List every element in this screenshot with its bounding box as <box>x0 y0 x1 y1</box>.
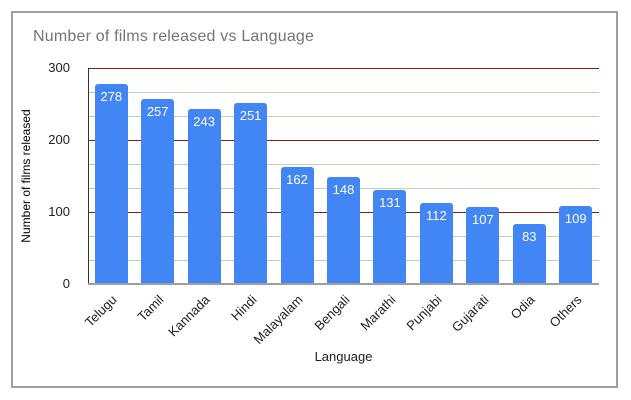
y-tick-label: 100 <box>48 204 70 219</box>
x-axis-category-labels: Telugu Tamil Kannada Hindi Malayalam Bengali M… <box>82 292 599 352</box>
y-tick-label: 0 <box>62 276 70 291</box>
bar: 243 <box>187 109 221 284</box>
bar-series: 278 257 243 251 162 148 131 112 107 83 109 <box>88 68 599 284</box>
bar-value-label: 112 <box>426 208 447 223</box>
bar-cell: 112 <box>413 68 459 284</box>
bar: 131 <box>373 190 407 284</box>
bar: 162 <box>280 167 314 284</box>
bar: 257 <box>141 99 175 284</box>
x-axis-baseline <box>88 283 599 285</box>
y-axis-tick-labels: 0 100 200 300 <box>0 61 80 291</box>
bar-cell: 257 <box>134 68 180 284</box>
gridline-minor <box>88 164 599 165</box>
bar-value-label: 251 <box>239 108 262 123</box>
bar-value-label: 107 <box>471 212 494 227</box>
y-tick-label: 300 <box>48 60 70 75</box>
plot-area: 278 257 243 251 162 148 131 112 107 83 109 <box>88 68 599 285</box>
gridline-major <box>88 68 599 69</box>
bar-cell: 148 <box>320 68 366 284</box>
bar-value-label: 83 <box>522 229 537 244</box>
bar-cell: 251 <box>227 68 273 284</box>
chart-title: Number of films released vs Language <box>33 28 315 45</box>
bar-value-label: 131 <box>379 195 401 210</box>
bar-cell: 243 <box>181 68 227 284</box>
y-axis-line <box>88 68 89 284</box>
bar: 278 <box>94 84 128 284</box>
gridline-minor <box>88 92 599 93</box>
bar: 109 <box>559 206 593 284</box>
bar-cell: 107 <box>460 68 506 284</box>
bar: 148 <box>326 177 360 284</box>
bar-value-label: 243 <box>193 114 215 129</box>
bar-cell: 278 <box>88 68 134 284</box>
x-axis-title: Language <box>314 349 373 364</box>
bar-value-label: 278 <box>100 89 123 104</box>
bar-cell: 162 <box>274 68 320 284</box>
gridline-minor <box>88 116 599 117</box>
bar-value-label: 148 <box>332 182 355 197</box>
bar: 107 <box>466 207 500 284</box>
gridline-major <box>88 140 599 141</box>
bar-cell: 131 <box>367 68 413 284</box>
bar: 83 <box>512 224 546 284</box>
bar-value-label: 162 <box>286 172 308 187</box>
bar: 112 <box>419 203 453 284</box>
bar: 251 <box>234 103 268 284</box>
bar-cell: 109 <box>553 68 599 284</box>
bar-cell: 83 <box>506 68 552 284</box>
y-tick-label: 200 <box>48 132 70 147</box>
bar-value-label: 109 <box>564 211 587 226</box>
bar-value-label: 257 <box>146 104 169 119</box>
